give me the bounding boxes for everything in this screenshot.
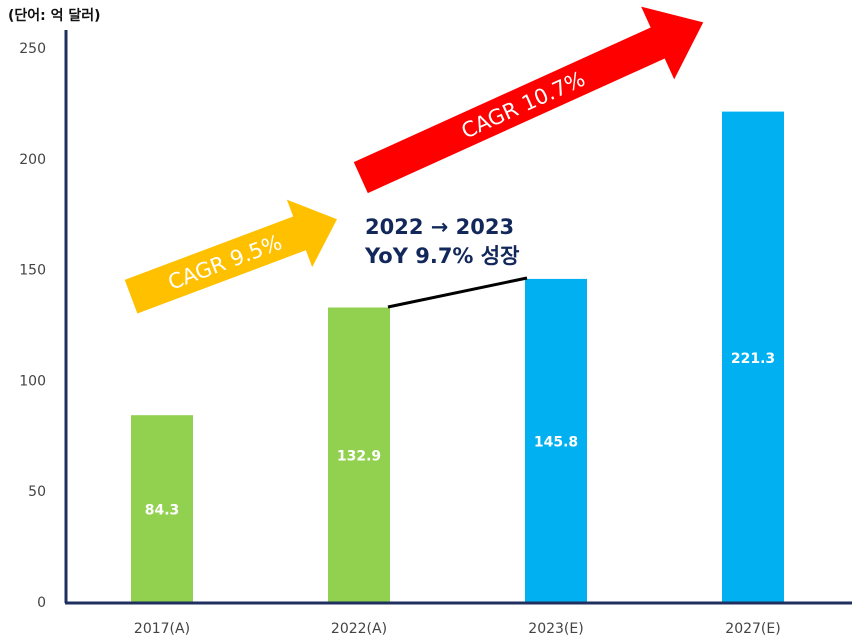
bar-2017(A) xyxy=(131,415,193,602)
cagr-arrow-red: CAGR 10.7% xyxy=(353,6,704,194)
y-tick-label: 200 xyxy=(19,152,46,168)
cagr-arrow-yellow: CAGR 9.5% xyxy=(124,199,337,314)
x-tick-label: 2017(A) xyxy=(134,621,190,637)
x-axis-ticks: 2017(A) 2022(A) 2023(E) 2027(E) xyxy=(134,621,781,637)
y-tick-label: 100 xyxy=(19,373,46,389)
x-tick-label: 2023(E) xyxy=(528,621,583,637)
x-tick-label: 2022(A) xyxy=(331,621,387,637)
bar-value-label: 145.8 xyxy=(534,434,578,450)
unit-label: (단어: 억 달러) xyxy=(8,7,101,24)
cagr-arrow-red-label: CAGR 10.7% xyxy=(458,67,589,144)
cagr-arrow-yellow-shape xyxy=(124,199,337,314)
yoy-annotation-line2: YoY 9.7% 성장 xyxy=(364,244,519,268)
y-tick-label: 0 xyxy=(37,595,46,611)
bars xyxy=(131,111,784,603)
bar-value-label: 221.3 xyxy=(731,351,775,367)
yoy-annotation-line1: 2022 → 2023 xyxy=(365,215,514,239)
bar-2022(A) xyxy=(328,307,390,602)
bar-2027(E) xyxy=(722,111,784,603)
x-tick-label: 2027(E) xyxy=(725,621,780,637)
bar-value-labels: 84.3 132.9 145.8 221.3 xyxy=(145,351,775,519)
bar-2023(E) xyxy=(525,278,587,602)
bar-value-label: 84.3 xyxy=(145,503,180,519)
y-tick-label: 50 xyxy=(28,484,46,500)
y-tick-label: 250 xyxy=(19,41,46,57)
bar-value-label: 132.9 xyxy=(337,449,381,465)
y-axis-ticks: 0 50 100 150 200 250 xyxy=(19,41,46,611)
y-tick-label: 150 xyxy=(19,263,46,279)
yoy-connector-line xyxy=(387,276,528,309)
cagr-arrow-red-shape xyxy=(353,6,704,194)
